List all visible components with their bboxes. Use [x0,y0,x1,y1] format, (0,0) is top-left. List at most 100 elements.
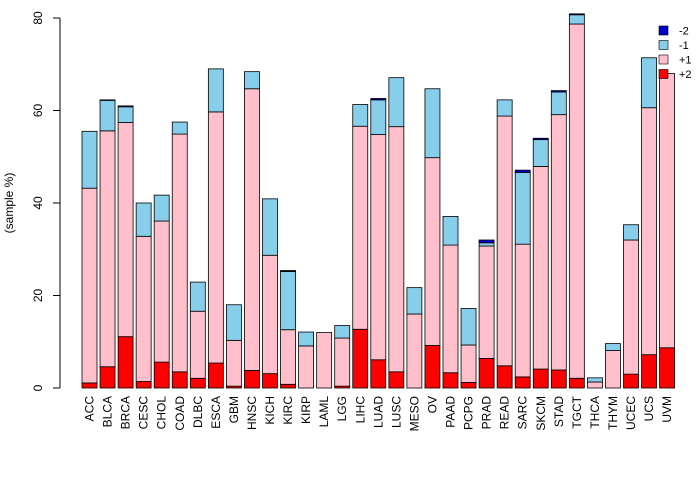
y-tick-label-80: 80 [31,11,45,25]
x-tick-label-read: READ [498,396,512,430]
bar-stad-minus2 [550,90,567,93]
x-tick-label-pcpg: PCPG [462,396,476,430]
bar-ucs-minus1 [641,57,657,109]
bar-kirc-plus2 [280,383,296,389]
bar-prad-minus2 [478,239,495,244]
bar-kirc-minus2 [280,270,296,272]
bar-uvm-plus1 [659,73,675,349]
bar-thym-plus1 [605,350,621,389]
y-tick-label-60: 60 [31,104,45,118]
bar-ucs-plus2 [641,354,657,389]
bar-read-plus2 [496,365,513,389]
bar-tgct-plus1 [568,23,585,379]
legend: -2 -1 +1 +2 [658,25,692,81]
x-tick-label-thca: THCA [588,396,602,429]
x-tick-label-ucec: UCEC [624,396,638,430]
bar-kirp-plus1 [298,345,315,389]
bar-pcpg-plus2 [460,382,477,389]
bar-lgg-minus1 [334,325,351,339]
bar-stad-plus1 [550,114,567,371]
bar-luad-plus2 [370,359,387,389]
bar-hnsc-plus1 [244,88,260,371]
bar-meso-plus1 [406,313,423,389]
bar-uvm-plus2 [659,347,675,389]
bar-coad-plus1 [171,133,188,373]
bar-esca-minus1 [207,68,224,113]
bar-sarc-minus2 [514,169,531,173]
bar-ov-plus1 [424,157,441,346]
bar-acc-plus1 [81,187,98,384]
bar-tgct-minus1 [568,14,585,25]
bar-luad-plus1 [370,134,387,361]
x-tick-label-hnsc: HNSC [245,396,259,430]
bar-sarc-plus2 [514,376,531,389]
bar-read-minus1 [496,99,513,117]
x-tick-label-kich: KICH [263,396,277,425]
bars [81,13,675,389]
bar-kich-plus2 [262,373,278,389]
bar-kich-minus1 [262,198,278,256]
bar-pcpg-plus1 [460,344,477,383]
bar-chol-minus1 [153,194,170,222]
x-tick-label-stad: STAD [552,396,566,427]
x-tick-label-coad: COAD [173,396,187,431]
bar-stad-minus1 [550,91,567,116]
x-tick-label-lihc: LIHC [353,396,367,424]
x-tick-label-cesc: CESC [137,396,151,430]
bar-luad-minus2 [370,98,387,101]
x-tick-label-kirp: KIRP [299,396,313,424]
bar-kich-plus1 [262,254,278,375]
bar-hnsc-plus2 [244,370,260,389]
bar-cesc-plus1 [135,235,152,382]
bar-paad-plus2 [442,372,459,389]
bar-blca-plus1 [99,130,116,368]
legend-label-plus2: +2 [679,69,692,81]
bar-esca-plus2 [207,362,224,389]
x-tick-label-esca: ESCA [209,396,223,429]
bar-cesc-plus2 [135,381,152,389]
x-tick-label-thym: THYM [606,396,620,430]
legend-label-minus1: -1 [679,40,689,52]
x-tick-label-kirc: KIRC [281,396,295,425]
x-tick-label-lusc: LUSC [389,396,403,428]
bar-dlbc-minus1 [189,281,206,312]
bar-tgct-plus2 [568,377,585,389]
bar-paad-minus1 [442,216,459,246]
bar-skcm-minus2 [532,137,549,141]
bar-prad-plus2 [478,357,495,389]
x-tick-label-ucs: UCS [642,396,656,421]
bar-prad-minus1 [478,242,495,247]
bar-brca-minus2 [117,105,134,108]
x-tick-label-chol: CHOL [155,396,169,430]
bar-kirc-plus1 [280,329,296,385]
bar-esca-plus1 [207,111,224,364]
bar-tgct-minus2 [568,13,585,16]
x-tick-label-gbm: GBM [227,396,241,423]
bar-meso-minus1 [406,287,423,315]
x-tick-label-uvm: UVM [660,396,674,423]
bar-sarc-minus1 [514,172,531,245]
y-tick-label-0: 0 [31,384,45,391]
bar-brca-minus1 [117,106,134,123]
x-tick-label-acc: ACC [83,396,97,422]
x-tick-label-laml: LAML [317,396,331,428]
x-tick-label-skcm: SKCM [534,396,548,431]
bar-chol-plus2 [153,361,170,389]
bar-laml-plus1 [316,332,333,389]
bar-brca-plus1 [117,122,134,338]
legend-label-minus2: -2 [679,26,689,38]
legend-label-plus1: +1 [679,55,692,67]
bar-skcm-minus1 [532,139,549,167]
legend-swatch-plus2 [658,69,669,79]
legend-swatch-minus2 [658,25,669,36]
y-tick-label-40: 40 [31,196,45,210]
bar-thca-minus1 [587,377,603,383]
bar-chol-plus1 [153,220,170,363]
x-tick-label-dlbc: DLBC [191,396,205,428]
x-tick-label-brca: BRCA [119,396,133,429]
x-axis-labels: ACC BLCA BRCA CESC CHOL COAD DLBC ESCA GBM HNSC KI… [83,395,675,431]
bar-kirp-minus1 [298,331,315,347]
bar-blca-plus2 [99,366,116,389]
bar-acc-minus1 [81,130,98,189]
bar-blca-minus1 [99,99,116,132]
